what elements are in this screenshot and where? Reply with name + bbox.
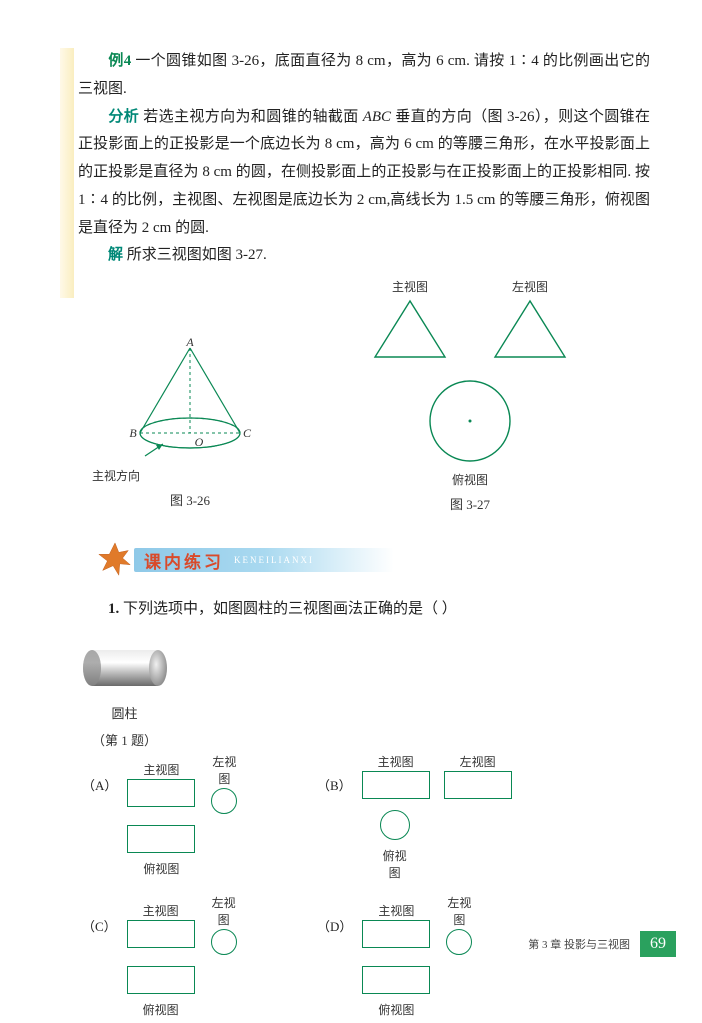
cone-diagram-svg: A B C O bbox=[115, 338, 265, 468]
circle-top-svg bbox=[425, 376, 515, 466]
options-grid: （A） 主视图 左视图 bbox=[72, 749, 542, 1023]
banner-title: 课内练习 bbox=[144, 548, 224, 573]
option-b: （B） 主视图 左视图 bbox=[307, 749, 542, 886]
option-c: （C） 主视图 左视图 bbox=[72, 890, 307, 1023]
rect-shape bbox=[362, 966, 430, 994]
option-c-label: （C） bbox=[82, 916, 117, 935]
left-view-label: 左视图 bbox=[485, 278, 575, 295]
rect-shape bbox=[362, 771, 430, 799]
star-icon bbox=[96, 541, 134, 579]
options-area: 圆柱 （第 1 题） （A） 主视图 bbox=[72, 628, 650, 1023]
svg-text:C: C bbox=[243, 426, 252, 440]
circle-shape bbox=[211, 929, 237, 955]
solution-text: 所求三视图如图 3-27. bbox=[127, 247, 267, 263]
option-a: （A） 主视图 左视图 bbox=[72, 749, 307, 886]
main-view-label: 主视图 bbox=[365, 278, 455, 295]
rect-shape bbox=[444, 771, 512, 799]
fig326-caption: 图 3-26 bbox=[90, 490, 290, 509]
section-banner: 课内练习 KENEILIANXI bbox=[96, 541, 650, 579]
svg-text:A: A bbox=[185, 338, 194, 349]
rect-shape bbox=[127, 920, 195, 948]
cylinder-svg bbox=[82, 646, 168, 690]
svg-text:O: O bbox=[195, 435, 204, 449]
exercise-stem-text: 下列选项中，如图圆柱的三视图画法正确的是（ ） bbox=[123, 601, 457, 617]
example4-label: 例4 bbox=[108, 53, 131, 69]
option-d-label: （D） bbox=[317, 916, 352, 935]
rect-shape bbox=[127, 966, 195, 994]
rect-shape bbox=[127, 825, 195, 853]
banner-pinyin: KENEILIANXI bbox=[234, 555, 314, 565]
solution-label: 解 bbox=[108, 247, 123, 263]
exercise-number: 1. bbox=[108, 601, 119, 617]
circle-shape bbox=[211, 788, 237, 814]
rect-shape bbox=[362, 920, 430, 948]
triangle-main-svg bbox=[365, 295, 455, 363]
option-a-label: （A） bbox=[82, 775, 117, 794]
front-direction-label: 主视方向 bbox=[92, 467, 290, 484]
exercise-ref: （第 1 题） bbox=[72, 730, 177, 749]
option-d: （D） 主视图 左视图 bbox=[307, 890, 542, 1023]
cylinder-figure: 圆柱 （第 1 题） bbox=[72, 646, 177, 749]
triangle-left-svg bbox=[485, 295, 575, 363]
circle-shape bbox=[380, 810, 410, 840]
footer-chapter: 第 3 章 投影与三视图 bbox=[528, 936, 630, 952]
footer-page-number: 69 bbox=[640, 931, 676, 957]
rect-shape bbox=[127, 779, 195, 807]
page-footer: 第 3 章 投影与三视图 69 bbox=[528, 931, 676, 957]
option-b-label: （B） bbox=[317, 775, 352, 794]
exercise-stem: 1. 下列选项中，如图圆柱的三视图画法正确的是（ ） bbox=[108, 597, 650, 618]
analysis-label: 分析 bbox=[108, 109, 139, 125]
top-view-label: 俯视图 bbox=[330, 471, 610, 488]
example4-text: 一个圆锥如图 3-26，底面直径为 8 cm，高为 6 cm. 请按 1∶4 的… bbox=[78, 53, 650, 97]
svg-text:B: B bbox=[129, 426, 137, 440]
figure-3-27: 主视图 左视图 俯视图 图 3-27 bbox=[330, 278, 610, 513]
fig327-caption: 图 3-27 bbox=[330, 494, 610, 513]
analysis-text: 若选主视方向为和圆锥的轴截面 ABC 垂直的方向（图 3-26），则这个圆锥在正… bbox=[78, 109, 650, 236]
circle-shape bbox=[446, 929, 472, 955]
analysis-para: 分析 若选主视方向为和圆锥的轴截面 ABC 垂直的方向（图 3-26），则这个圆… bbox=[78, 104, 650, 243]
cylinder-label: 圆柱 bbox=[72, 703, 177, 722]
figure-3-26: A B C O 主视方向 图 3-26 bbox=[90, 338, 290, 513]
example4-para1: 例4 一个圆锥如图 3-26，底面直径为 8 cm，高为 6 cm. 请按 1∶… bbox=[78, 48, 650, 104]
figures-row: A B C O 主视方向 图 3-26 主视图 左视图 bbox=[90, 278, 650, 513]
solution-para: 解 所求三视图如图 3-27. bbox=[78, 242, 650, 270]
